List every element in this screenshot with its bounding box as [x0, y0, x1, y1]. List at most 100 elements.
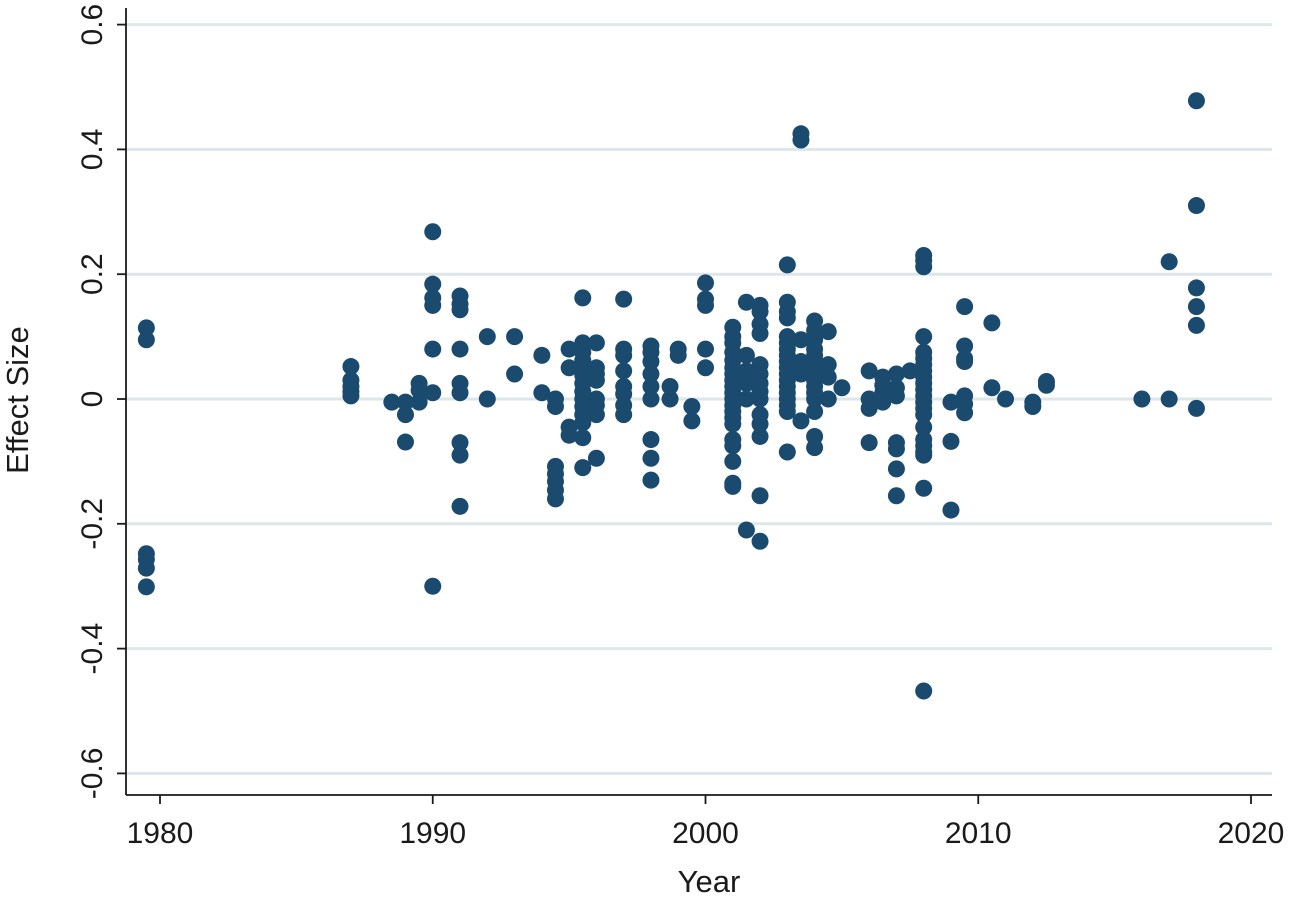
data-point	[724, 477, 742, 495]
data-point	[615, 346, 633, 364]
data-point	[410, 393, 428, 411]
data-point	[424, 275, 442, 293]
data-point	[915, 258, 933, 276]
data-point	[833, 379, 851, 397]
data-point	[697, 340, 714, 358]
data-point	[1133, 390, 1151, 408]
x-tick-label: 1980	[127, 817, 194, 850]
data-point	[983, 314, 1001, 332]
data-point	[642, 449, 660, 467]
ticks: -0.6 -0.4 -0.2 0 0.2 0.4 0.6 1980 1990 2000 2010 20…	[76, 4, 1284, 850]
data-point	[1187, 399, 1205, 417]
data-point	[574, 289, 592, 307]
data-point	[560, 340, 578, 358]
data-point	[887, 365, 905, 383]
data-point	[997, 390, 1015, 408]
data-point	[451, 384, 469, 402]
data-point	[915, 418, 933, 436]
data-point	[1037, 376, 1055, 394]
data-point	[683, 397, 701, 415]
data-point	[424, 340, 442, 358]
data-point	[724, 437, 742, 455]
data-point	[956, 298, 974, 316]
data-point	[724, 415, 742, 433]
data-point	[1024, 397, 1042, 415]
data-point	[737, 390, 755, 408]
y-tick-label: 0	[76, 391, 109, 408]
y-tick-label: -0.6	[76, 748, 109, 800]
data-point	[615, 362, 633, 380]
data-point	[778, 443, 796, 461]
data-point	[806, 402, 824, 420]
data-point	[860, 362, 878, 380]
data-point	[574, 459, 592, 477]
data-point	[410, 381, 428, 399]
data-point	[792, 412, 810, 430]
data-point	[1187, 92, 1205, 110]
data-point	[792, 131, 810, 149]
data-point	[915, 682, 933, 700]
data-point	[451, 434, 469, 452]
data-point	[874, 393, 892, 411]
data-point	[697, 274, 714, 292]
data-point	[396, 393, 414, 411]
data-point	[751, 303, 769, 321]
data-point	[751, 324, 769, 342]
data-point	[956, 337, 974, 355]
data-point	[396, 406, 414, 424]
data-point	[1160, 390, 1178, 408]
data-point	[751, 427, 769, 445]
data-point	[642, 378, 660, 396]
data-point	[737, 374, 755, 392]
data-point	[887, 487, 905, 505]
data-point	[956, 353, 974, 371]
data-point	[342, 358, 360, 376]
x-tick-label: 2020	[1218, 817, 1285, 850]
data-point	[137, 319, 155, 337]
data-point	[342, 387, 360, 405]
data-point	[560, 426, 578, 444]
axes	[125, 8, 1272, 796]
data-point	[451, 497, 469, 515]
data-point	[778, 309, 796, 327]
data-points	[137, 92, 1205, 700]
data-point	[983, 379, 1001, 397]
y-tick-label: 0.4	[76, 129, 109, 171]
data-point	[587, 406, 605, 424]
data-point	[615, 290, 633, 308]
data-point	[424, 577, 442, 595]
data-point	[478, 328, 496, 346]
data-point	[751, 487, 769, 505]
data-point	[942, 393, 960, 411]
data-point	[915, 406, 933, 424]
data-point	[901, 362, 919, 380]
data-point	[751, 390, 769, 408]
data-point	[942, 432, 960, 450]
y-axis-title: Effect Size	[0, 326, 35, 474]
data-point	[737, 346, 755, 364]
data-point	[860, 399, 878, 417]
data-point	[1187, 316, 1205, 334]
data-point	[506, 328, 524, 346]
data-point	[1160, 253, 1178, 271]
data-point	[137, 559, 155, 577]
x-tick-label: 1990	[399, 817, 466, 850]
data-point	[451, 446, 469, 464]
data-point	[819, 368, 837, 386]
data-point	[451, 301, 469, 319]
data-point	[533, 346, 551, 364]
data-point	[819, 323, 837, 341]
data-point	[737, 362, 755, 380]
data-point	[806, 390, 824, 408]
data-point	[724, 452, 742, 470]
data-point	[451, 340, 469, 358]
y-tick-label: 0.2	[76, 253, 109, 295]
data-point	[383, 393, 401, 411]
data-point	[915, 328, 933, 346]
data-point	[697, 359, 714, 377]
data-point	[661, 390, 679, 408]
data-point	[533, 384, 551, 402]
data-point	[887, 387, 905, 405]
data-point	[887, 460, 905, 478]
